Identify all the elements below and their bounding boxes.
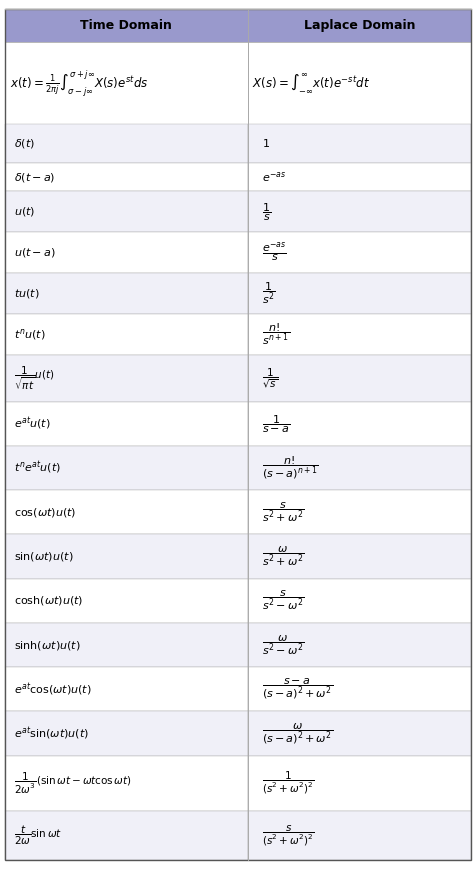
FancyBboxPatch shape <box>5 534 248 579</box>
Text: $X(s) = \int_{-\infty}^{\infty} x(t)e^{-st}dt$: $X(s) = \int_{-\infty}^{\infty} x(t)e^{-… <box>252 71 370 95</box>
FancyBboxPatch shape <box>248 401 471 446</box>
Text: $\dfrac{\omega}{s^2-\omega^2}$: $\dfrac{\omega}{s^2-\omega^2}$ <box>262 634 304 657</box>
Text: $tu(t)$: $tu(t)$ <box>14 287 40 300</box>
Text: $\dfrac{1}{s}$: $\dfrac{1}{s}$ <box>262 202 271 222</box>
Text: Laplace Domain: Laplace Domain <box>304 19 415 31</box>
Text: $\dfrac{1}{\sqrt{\pi t}}u(t)$: $\dfrac{1}{\sqrt{\pi t}}u(t)$ <box>14 364 55 392</box>
Text: $t^nu(t)$: $t^nu(t)$ <box>14 327 46 342</box>
FancyBboxPatch shape <box>248 579 471 623</box>
FancyBboxPatch shape <box>5 163 248 191</box>
Text: $\dfrac{1}{s-a}$: $\dfrac{1}{s-a}$ <box>262 413 290 434</box>
FancyBboxPatch shape <box>5 191 248 232</box>
Text: $\delta(t-a)$: $\delta(t-a)$ <box>14 170 56 183</box>
FancyBboxPatch shape <box>5 623 248 667</box>
FancyBboxPatch shape <box>248 490 471 534</box>
FancyBboxPatch shape <box>248 667 471 712</box>
Text: $e^{-as}$: $e^{-as}$ <box>262 170 286 184</box>
Text: $t^ne^{at}u(t)$: $t^ne^{at}u(t)$ <box>14 460 61 476</box>
Text: $\dfrac{n!}{(s-a)^{n+1}}$: $\dfrac{n!}{(s-a)^{n+1}}$ <box>262 454 318 481</box>
FancyBboxPatch shape <box>248 446 471 490</box>
FancyBboxPatch shape <box>5 42 248 124</box>
FancyBboxPatch shape <box>5 667 248 712</box>
FancyBboxPatch shape <box>248 314 471 355</box>
FancyBboxPatch shape <box>5 355 248 401</box>
Text: $e^{at}\cos(\omega t)u(t)$: $e^{at}\cos(\omega t)u(t)$ <box>14 681 92 698</box>
Text: $\dfrac{s-a}{(s-a)^2+\omega^2}$: $\dfrac{s-a}{(s-a)^2+\omega^2}$ <box>262 677 333 701</box>
FancyBboxPatch shape <box>5 712 248 756</box>
FancyBboxPatch shape <box>5 756 248 811</box>
FancyBboxPatch shape <box>248 756 471 811</box>
FancyBboxPatch shape <box>5 232 248 273</box>
Text: $\dfrac{1}{\sqrt{s}}$: $\dfrac{1}{\sqrt{s}}$ <box>262 367 278 390</box>
FancyBboxPatch shape <box>5 314 248 355</box>
Text: $\cosh(\omega t)u(t)$: $\cosh(\omega t)u(t)$ <box>14 594 84 607</box>
Text: $x(t) = \frac{1}{2\pi j}\int_{\sigma-j\infty}^{\sigma+j\infty} X(s)e^{st}ds$: $x(t) = \frac{1}{2\pi j}\int_{\sigma-j\i… <box>10 68 148 98</box>
Text: $\sin(\omega t)u(t)$: $\sin(\omega t)u(t)$ <box>14 550 74 563</box>
Text: $\dfrac{t}{2\omega}\sin\omega t$: $\dfrac{t}{2\omega}\sin\omega t$ <box>14 824 62 847</box>
FancyBboxPatch shape <box>248 232 471 273</box>
Text: $\dfrac{s}{s^2+\omega^2}$: $\dfrac{s}{s^2+\omega^2}$ <box>262 501 304 524</box>
Text: $\delta(t)$: $\delta(t)$ <box>14 137 35 150</box>
FancyBboxPatch shape <box>248 712 471 756</box>
Text: $u(t-a)$: $u(t-a)$ <box>14 246 56 259</box>
FancyBboxPatch shape <box>248 42 471 124</box>
FancyBboxPatch shape <box>248 623 471 667</box>
Text: $\dfrac{\omega}{(s-a)^2+\omega^2}$: $\dfrac{\omega}{(s-a)^2+\omega^2}$ <box>262 721 333 746</box>
Text: $\dfrac{1}{2\omega^3}(\sin\omega t - \omega t\cos\omega t)$: $\dfrac{1}{2\omega^3}(\sin\omega t - \om… <box>14 771 132 796</box>
FancyBboxPatch shape <box>5 446 248 490</box>
Text: $e^{at}u(t)$: $e^{at}u(t)$ <box>14 415 51 432</box>
Text: $u(t)$: $u(t)$ <box>14 205 36 218</box>
Text: $\dfrac{1}{(s^2+\omega^2)^2}$: $\dfrac{1}{(s^2+\omega^2)^2}$ <box>262 770 315 796</box>
Text: $\dfrac{1}{s^2}$: $\dfrac{1}{s^2}$ <box>262 281 275 306</box>
FancyBboxPatch shape <box>248 191 471 232</box>
FancyBboxPatch shape <box>5 579 248 623</box>
FancyBboxPatch shape <box>248 811 471 860</box>
Text: $\dfrac{s}{(s^2+\omega^2)^2}$: $\dfrac{s}{(s^2+\omega^2)^2}$ <box>262 824 315 847</box>
Text: $\dfrac{e^{-as}}{s}$: $\dfrac{e^{-as}}{s}$ <box>262 241 287 264</box>
FancyBboxPatch shape <box>248 9 471 42</box>
Text: $\dfrac{\omega}{s^2+\omega^2}$: $\dfrac{\omega}{s^2+\omega^2}$ <box>262 545 304 568</box>
Text: Time Domain: Time Domain <box>80 19 172 31</box>
FancyBboxPatch shape <box>248 355 471 401</box>
Text: $\cos(\omega t)u(t)$: $\cos(\omega t)u(t)$ <box>14 506 77 519</box>
FancyBboxPatch shape <box>248 273 471 314</box>
FancyBboxPatch shape <box>5 124 248 163</box>
FancyBboxPatch shape <box>5 273 248 314</box>
Text: $e^{at}\sin(\omega t)u(t)$: $e^{at}\sin(\omega t)u(t)$ <box>14 726 89 742</box>
Text: $1$: $1$ <box>262 137 270 149</box>
FancyBboxPatch shape <box>5 811 248 860</box>
FancyBboxPatch shape <box>5 9 248 42</box>
FancyBboxPatch shape <box>248 534 471 579</box>
Text: $\dfrac{n!}{s^{n+1}}$: $\dfrac{n!}{s^{n+1}}$ <box>262 322 290 347</box>
FancyBboxPatch shape <box>5 490 248 534</box>
FancyBboxPatch shape <box>248 163 471 191</box>
FancyBboxPatch shape <box>248 124 471 163</box>
FancyBboxPatch shape <box>5 401 248 446</box>
Text: $\sinh(\omega t)u(t)$: $\sinh(\omega t)u(t)$ <box>14 639 81 652</box>
Text: $\dfrac{s}{s^2-\omega^2}$: $\dfrac{s}{s^2-\omega^2}$ <box>262 589 304 613</box>
